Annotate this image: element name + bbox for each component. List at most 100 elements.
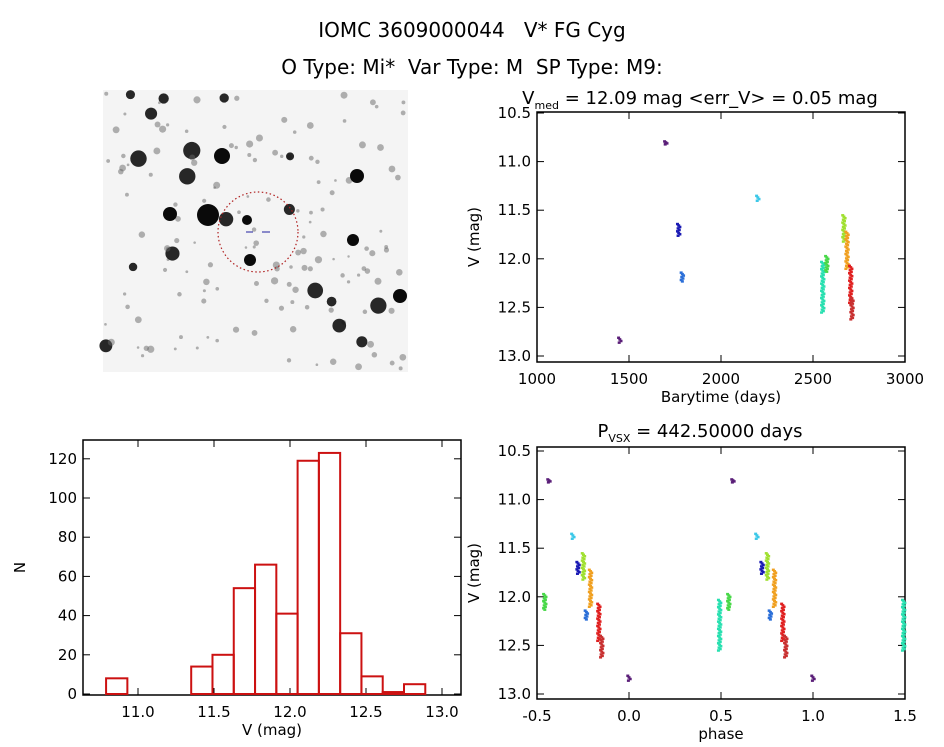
data-point: [822, 263, 826, 267]
data-point: [812, 677, 816, 681]
data-point: [821, 298, 825, 301]
data-point: [841, 214, 845, 217]
data-point: [716, 649, 720, 652]
data-point: [781, 611, 785, 614]
star: [371, 352, 378, 358]
data-point: [903, 616, 907, 619]
data-point: [543, 594, 547, 597]
data-point: [826, 264, 830, 268]
star: [266, 197, 271, 202]
star: [234, 95, 240, 101]
data-point: [850, 267, 854, 271]
data-point: [780, 609, 784, 613]
data-point: [716, 634, 720, 638]
data-point: [542, 604, 546, 607]
data-point: [543, 601, 547, 604]
data-point: [902, 633, 906, 636]
bright-star: [242, 215, 252, 225]
data-point: [850, 305, 854, 308]
data-point: [849, 273, 853, 276]
star: [247, 153, 252, 158]
star: [316, 180, 321, 185]
data-point: [781, 638, 785, 641]
data-point: [824, 261, 828, 265]
star: [148, 172, 153, 177]
data-point: [718, 640, 722, 644]
y-axis-label: N: [11, 562, 29, 573]
data-point: [821, 309, 825, 313]
data-point: [820, 267, 824, 271]
x-tick-label: 13.0: [425, 703, 458, 721]
data-point: [843, 227, 847, 230]
bright-star: [244, 254, 256, 266]
x-tick-label: 1500: [610, 370, 648, 388]
star: [215, 286, 220, 291]
star: [253, 281, 259, 287]
data-point: [903, 623, 907, 626]
star: [362, 309, 368, 315]
plot-frame: [536, 111, 906, 363]
data-point: [842, 237, 846, 240]
star: [296, 209, 300, 213]
data-point: [599, 646, 603, 649]
data-point: [821, 295, 825, 298]
star: [159, 125, 167, 133]
star: [222, 124, 227, 129]
data-point: [575, 560, 579, 564]
data-point: [580, 566, 584, 570]
data-point: [599, 638, 603, 642]
data-point: [849, 292, 853, 296]
target-circle: [217, 191, 299, 273]
data-point: [675, 230, 679, 233]
star: [134, 316, 142, 324]
y-tick-label: 0: [67, 685, 77, 703]
data-point: [583, 616, 587, 620]
data-point: [588, 573, 592, 576]
data-point: [821, 288, 825, 291]
star: [195, 346, 199, 350]
star: [121, 153, 126, 159]
star: [329, 358, 337, 365]
x-tick-label: 0.0: [617, 707, 641, 725]
data-point: [900, 613, 904, 616]
data-point: [785, 637, 789, 641]
data-point: [768, 610, 772, 614]
data-point: [841, 235, 845, 239]
data-point: [783, 656, 787, 659]
data-point: [844, 264, 848, 268]
data-point: [600, 643, 604, 646]
star: [118, 168, 124, 175]
data-point: [678, 233, 682, 236]
data-point: [782, 605, 786, 609]
star: [179, 335, 183, 340]
data-point: [581, 560, 585, 564]
x-tick-label: 1.0: [801, 707, 825, 725]
star: [328, 307, 334, 313]
star: [177, 292, 182, 297]
y-tick-label: 11.0: [498, 153, 531, 171]
star: [123, 292, 127, 296]
data-point: [821, 305, 825, 308]
data-point: [846, 266, 850, 269]
data-point: [727, 601, 731, 604]
data-point: [843, 234, 847, 237]
data-point: [845, 232, 849, 235]
data-point: [780, 602, 784, 606]
data-point: [825, 267, 829, 271]
data-point: [718, 604, 722, 607]
star: [140, 354, 145, 358]
data-point: [596, 602, 600, 606]
data-point: [581, 556, 585, 559]
star: [193, 96, 201, 104]
data-point: [901, 617, 905, 620]
data-point: [848, 286, 852, 290]
data-point: [764, 566, 768, 570]
data-point: [596, 609, 600, 613]
data-point: [784, 647, 788, 651]
star: [112, 126, 120, 134]
x-tick-label: 2000: [702, 370, 740, 388]
data-point: [765, 575, 769, 578]
title-subscript: VSX: [608, 432, 631, 445]
star: [369, 250, 376, 257]
data-point: [767, 609, 771, 612]
